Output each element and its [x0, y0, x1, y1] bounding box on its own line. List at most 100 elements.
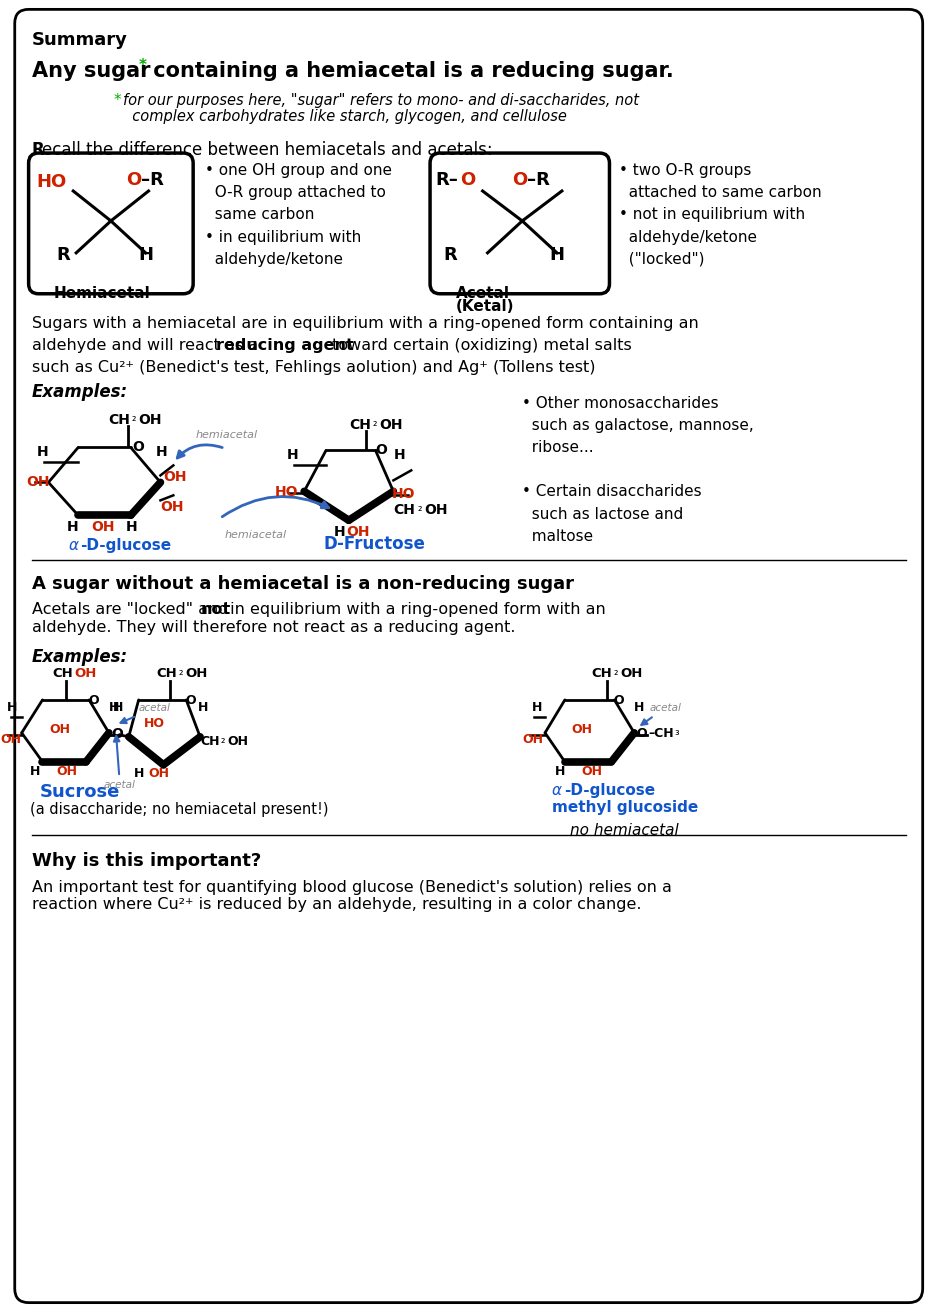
Text: H: H — [66, 521, 78, 534]
Text: R: R — [56, 245, 70, 264]
Text: Examples:: Examples: — [32, 383, 128, 400]
Text: ₂: ₂ — [131, 412, 136, 422]
Text: ₂: ₂ — [178, 666, 183, 677]
Text: Hemiacetal: Hemiacetal — [53, 286, 150, 300]
Text: OH: OH — [27, 475, 50, 489]
Text: CH: CH — [52, 666, 73, 680]
Text: H: H — [199, 701, 209, 714]
Text: O: O — [185, 694, 196, 707]
Text: α: α — [68, 538, 78, 554]
Text: (Ketal): (Ketal) — [456, 299, 514, 314]
Text: R–: R– — [435, 171, 458, 189]
Text: OH: OH — [227, 735, 249, 748]
Text: H: H — [139, 245, 154, 264]
Text: H: H — [30, 765, 40, 778]
Text: CH: CH — [200, 735, 220, 748]
Text: Why is this important?: Why is this important? — [32, 851, 261, 870]
Text: hemiacetal: hemiacetal — [225, 530, 287, 541]
Text: H: H — [555, 765, 566, 778]
Text: OH: OH — [75, 666, 97, 680]
Text: CH: CH — [157, 666, 177, 680]
FancyBboxPatch shape — [29, 154, 193, 294]
Text: OH: OH — [91, 521, 115, 534]
Text: H: H — [334, 525, 346, 539]
Text: in equilibrium with a ring-opened form with an: in equilibrium with a ring-opened form w… — [225, 602, 606, 617]
Text: for our purposes here, "sugar" refers to mono- and di-saccharides, not: for our purposes here, "sugar" refers to… — [123, 93, 638, 108]
Text: • one OH group and one
  O-R group attached to
  same carbon
• in equilibrium wi: • one OH group and one O-R group attache… — [205, 163, 392, 266]
Text: OH: OH — [148, 766, 170, 779]
Text: O: O — [111, 727, 123, 741]
Text: reaction where Cu²⁺ is reduced by an aldehyde, resulting in a color change.: reaction where Cu²⁺ is reduced by an ald… — [32, 897, 641, 912]
Text: H: H — [36, 446, 48, 459]
Text: H: H — [7, 701, 17, 714]
Text: O: O — [513, 171, 528, 189]
Text: • two O-R groups
  attached to same carbon
• not in equilibrium with
  aldehyde/: • two O-R groups attached to same carbon… — [620, 163, 822, 266]
Text: OH: OH — [621, 666, 643, 680]
Text: Examples:: Examples: — [32, 648, 128, 666]
Text: HO: HO — [274, 485, 298, 500]
FancyBboxPatch shape — [15, 9, 923, 1303]
Text: OH: OH — [49, 723, 71, 736]
Text: not: not — [201, 602, 231, 617]
Text: Any sugar: Any sugar — [32, 62, 150, 81]
Text: OH: OH — [582, 765, 603, 778]
Text: R: R — [32, 142, 45, 159]
Text: such as Cu²⁺ (Benedict's test, Fehlings aolution) and Ag⁺ (Tollens test): such as Cu²⁺ (Benedict's test, Fehlings … — [32, 359, 596, 375]
Text: R: R — [443, 245, 457, 264]
Text: –R: –R — [141, 171, 163, 189]
Text: H: H — [286, 449, 298, 462]
Text: OH: OH — [346, 525, 369, 539]
Text: HO: HO — [144, 716, 165, 729]
Text: ₂: ₂ — [221, 735, 226, 745]
Text: OH: OH — [139, 412, 162, 426]
Text: H: H — [133, 766, 144, 779]
Text: A sugar without a hemiacetal is a non-reducing sugar: A sugar without a hemiacetal is a non-re… — [32, 575, 573, 593]
Text: Sugars with a hemiacetal are in equilibrium with a ring-opened form containing a: Sugars with a hemiacetal are in equilibr… — [32, 316, 698, 331]
Text: Acetals are "locked" and: Acetals are "locked" and — [32, 602, 233, 617]
FancyBboxPatch shape — [430, 154, 610, 294]
Text: Acetal: Acetal — [456, 286, 510, 300]
Text: OH: OH — [379, 417, 403, 432]
Text: OH: OH — [572, 723, 593, 736]
Text: (a disaccharide; no hemiacetal present!): (a disaccharide; no hemiacetal present!) — [30, 802, 328, 816]
Text: -D-glucose: -D-glucose — [564, 783, 655, 798]
Text: Summary: Summary — [32, 31, 128, 50]
Text: OH: OH — [185, 666, 208, 680]
Text: An important test for quantifying blood glucose (Benedict's solution) relies on : An important test for quantifying blood … — [32, 879, 671, 895]
Text: ₂: ₂ — [613, 666, 618, 677]
Text: HO: HO — [391, 487, 415, 501]
Text: CH: CH — [349, 417, 371, 432]
Text: CH: CH — [108, 412, 130, 426]
Text: methyl glucoside: methyl glucoside — [552, 800, 698, 815]
Text: complex carbohydrates like starch, glycogen, and cellulose: complex carbohydrates like starch, glyco… — [123, 109, 567, 125]
Text: toward certain (oxidizing) metal salts: toward certain (oxidizing) metal salts — [327, 337, 632, 353]
Text: OH: OH — [160, 500, 184, 514]
Text: HO: HO — [36, 173, 67, 192]
Text: hemiacetal: hemiacetal — [195, 430, 257, 441]
Text: reducing agent: reducing agent — [216, 337, 354, 353]
Text: Sucrose: Sucrose — [39, 783, 120, 800]
Text: OH: OH — [56, 765, 77, 778]
Text: CH: CH — [393, 504, 416, 517]
Text: H: H — [113, 701, 123, 714]
Text: no hemiacetal: no hemiacetal — [569, 823, 678, 837]
Text: aldehyde and will react as a: aldehyde and will react as a — [32, 337, 263, 353]
Text: O: O — [89, 694, 99, 707]
Text: acetal: acetal — [104, 736, 136, 790]
Text: OH: OH — [0, 733, 21, 745]
Text: O: O — [613, 694, 624, 707]
Text: -D-glucose: -D-glucose — [80, 538, 171, 554]
Text: H: H — [532, 701, 542, 714]
Text: acetal: acetal — [641, 703, 681, 724]
Text: H: H — [126, 521, 137, 534]
Text: ₂: ₂ — [373, 417, 377, 428]
Text: CH: CH — [592, 666, 612, 680]
Text: OH: OH — [522, 733, 543, 745]
Text: *: * — [139, 58, 146, 73]
Text: H: H — [635, 701, 645, 714]
Text: H: H — [393, 449, 405, 462]
Text: • Other monosaccharides
  such as galactose, mannose,
  ribose...

• Certain dis: • Other monosaccharides such as galactos… — [522, 395, 754, 543]
Text: acetal: acetal — [120, 703, 171, 723]
Text: O: O — [637, 727, 647, 740]
Text: containing a hemiacetal is a reducing sugar.: containing a hemiacetal is a reducing su… — [145, 62, 673, 81]
